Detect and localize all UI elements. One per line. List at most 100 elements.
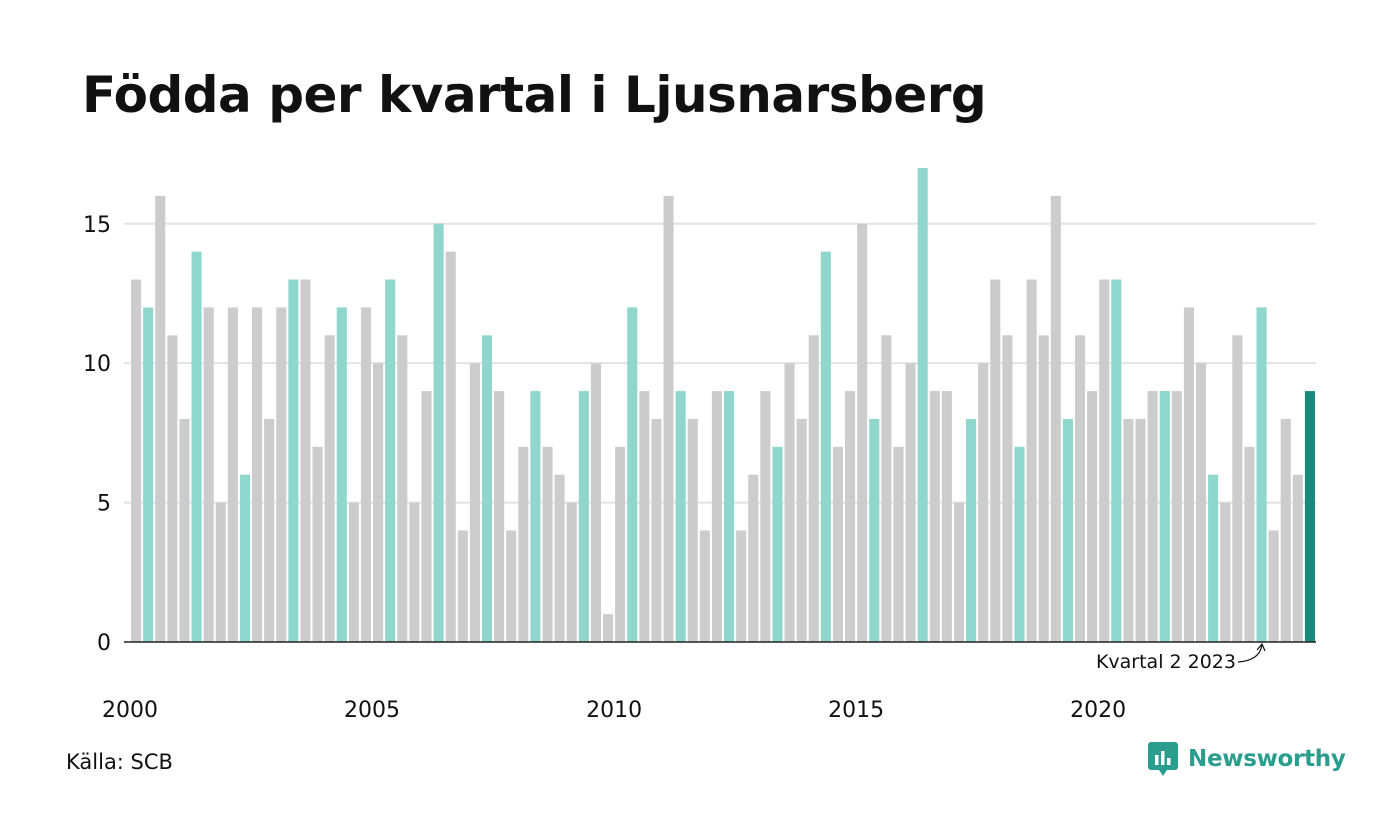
bar — [845, 391, 855, 642]
bar — [906, 363, 916, 642]
y-tick-label: 0 — [97, 631, 111, 656]
bar — [530, 391, 540, 642]
bar — [748, 475, 758, 642]
bar — [1014, 447, 1024, 642]
bar — [1148, 391, 1158, 642]
y-tick-label: 5 — [97, 492, 111, 517]
bar — [954, 503, 964, 642]
bar — [482, 335, 492, 642]
annotation-label: Kvartal 2 2023 — [1096, 651, 1236, 673]
bar — [1269, 530, 1279, 642]
bar — [1123, 419, 1133, 642]
y-tick-label: 10 — [83, 352, 111, 377]
bar — [942, 391, 952, 642]
bar — [434, 224, 444, 642]
bar — [325, 335, 335, 642]
bar — [143, 307, 153, 642]
bar — [603, 614, 613, 642]
bar — [591, 363, 601, 642]
bar — [857, 224, 867, 642]
bar — [579, 391, 589, 642]
bar — [397, 335, 407, 642]
bar — [736, 530, 746, 642]
bar — [1184, 307, 1194, 642]
bar — [506, 530, 516, 642]
bar — [1099, 280, 1109, 642]
bar — [1039, 335, 1049, 642]
bar — [1305, 391, 1315, 642]
x-tick-label: 2005 — [344, 698, 400, 723]
bar — [676, 391, 686, 642]
bar — [1063, 419, 1073, 642]
newsworthy-icon — [1148, 742, 1178, 776]
bar — [361, 307, 371, 642]
bar — [821, 252, 831, 642]
bar — [700, 530, 710, 642]
bar — [1051, 196, 1061, 642]
bar — [155, 196, 165, 642]
bar — [300, 280, 310, 642]
bar — [651, 419, 661, 642]
bar — [567, 503, 577, 642]
bar — [797, 419, 807, 642]
bar — [615, 447, 625, 642]
bar — [470, 363, 480, 642]
bar — [772, 447, 782, 642]
bar — [663, 196, 673, 642]
y-tick-label: 15 — [83, 213, 111, 238]
bar — [228, 307, 238, 642]
bar — [724, 391, 734, 642]
bar — [1172, 391, 1182, 642]
bar — [712, 391, 722, 642]
bar — [918, 168, 928, 642]
bar — [421, 391, 431, 642]
bar — [893, 447, 903, 642]
bar — [1087, 391, 1097, 642]
bar — [1027, 280, 1037, 642]
bar — [385, 280, 395, 642]
bar — [179, 419, 189, 642]
bar — [869, 419, 879, 642]
bar — [1232, 335, 1242, 642]
x-tick-label: 2015 — [828, 698, 884, 723]
bar — [1196, 363, 1206, 642]
bar — [966, 419, 976, 642]
bar — [276, 307, 286, 642]
x-tick-label: 2010 — [586, 698, 642, 723]
bar — [494, 391, 504, 642]
bar — [1208, 475, 1218, 642]
annotation-group: Kvartal 2 2023 — [1096, 644, 1265, 673]
bar — [167, 335, 177, 642]
bar — [542, 447, 552, 642]
bar — [458, 530, 468, 642]
bar — [1160, 391, 1170, 642]
bars — [131, 168, 1315, 642]
bar — [627, 307, 637, 642]
bar — [930, 391, 940, 642]
bar — [1244, 447, 1254, 642]
bar — [881, 335, 891, 642]
bar — [252, 307, 262, 642]
bar — [809, 335, 819, 642]
bar — [1002, 335, 1012, 642]
bar — [373, 363, 383, 642]
bar — [288, 280, 298, 642]
brand-logo: Newsworthy — [1148, 742, 1346, 776]
bar-chart: 0 5 10 15 2000 2005 2010 2015 2020 Kvartal 2 202… — [0, 0, 1400, 740]
bar — [337, 307, 347, 642]
bar — [639, 391, 649, 642]
bar — [313, 447, 323, 642]
bar — [1220, 503, 1230, 642]
bar — [216, 503, 226, 642]
bar — [192, 252, 202, 642]
source-label: Källa: SCB — [66, 750, 173, 774]
bar — [240, 475, 250, 642]
bar — [990, 280, 1000, 642]
bar — [785, 363, 795, 642]
bar — [1281, 419, 1291, 642]
bar — [833, 447, 843, 642]
bar — [1256, 307, 1266, 642]
bar — [760, 391, 770, 642]
bar — [1111, 280, 1121, 642]
bar — [409, 503, 419, 642]
